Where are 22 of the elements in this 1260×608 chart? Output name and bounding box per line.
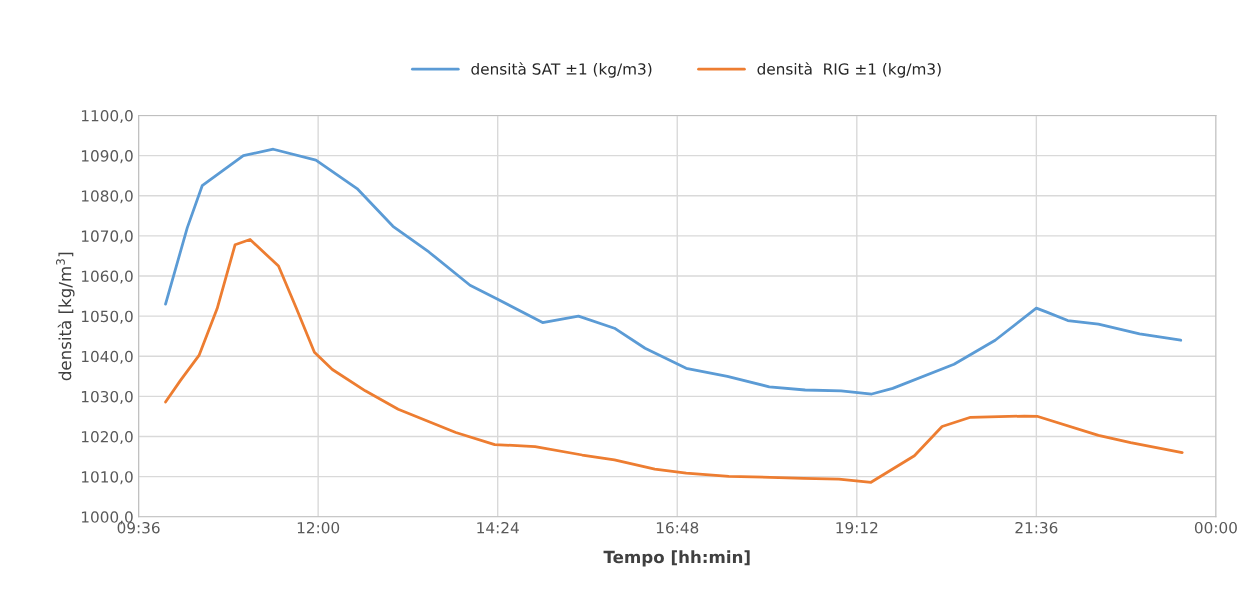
x-tick-label: 00:00	[1194, 521, 1237, 534]
legend-label: densità RIG ±1 (kg/m3)	[757, 62, 941, 78]
line-series	[164, 238, 1184, 484]
x-tick-label: 12:00	[297, 521, 340, 534]
line-series	[164, 147, 1183, 396]
x-axis-title: Tempo [hh:min]	[603, 550, 750, 567]
y-tick-label: 1020,0	[81, 431, 133, 445]
y-tick-label: 1030,0	[81, 390, 133, 404]
y-tick-label: 1090,0	[81, 150, 133, 164]
x-tick-label: 16:48	[656, 521, 699, 534]
y-tick-label: 1080,0	[81, 190, 133, 204]
y-tick-label: 1100,0	[81, 109, 133, 124]
y-tick-label: 1040,0	[81, 350, 133, 364]
legend-label: densità SAT ±1 (kg/m3)	[471, 62, 652, 78]
x-tick-label: 14:24	[477, 521, 519, 534]
y-tick-label: 1050,0	[81, 310, 133, 324]
y-tick-label: 1010,0	[81, 471, 133, 485]
y-tick-label: 1060,0	[81, 270, 133, 284]
y-axis-title: densità [kg/m$^{3}$]	[56, 252, 75, 381]
x-tick-label: 21:36	[1015, 521, 1058, 534]
y-tick-label: 1070,0	[81, 230, 133, 244]
x-tick-label: 19:12	[836, 521, 878, 534]
